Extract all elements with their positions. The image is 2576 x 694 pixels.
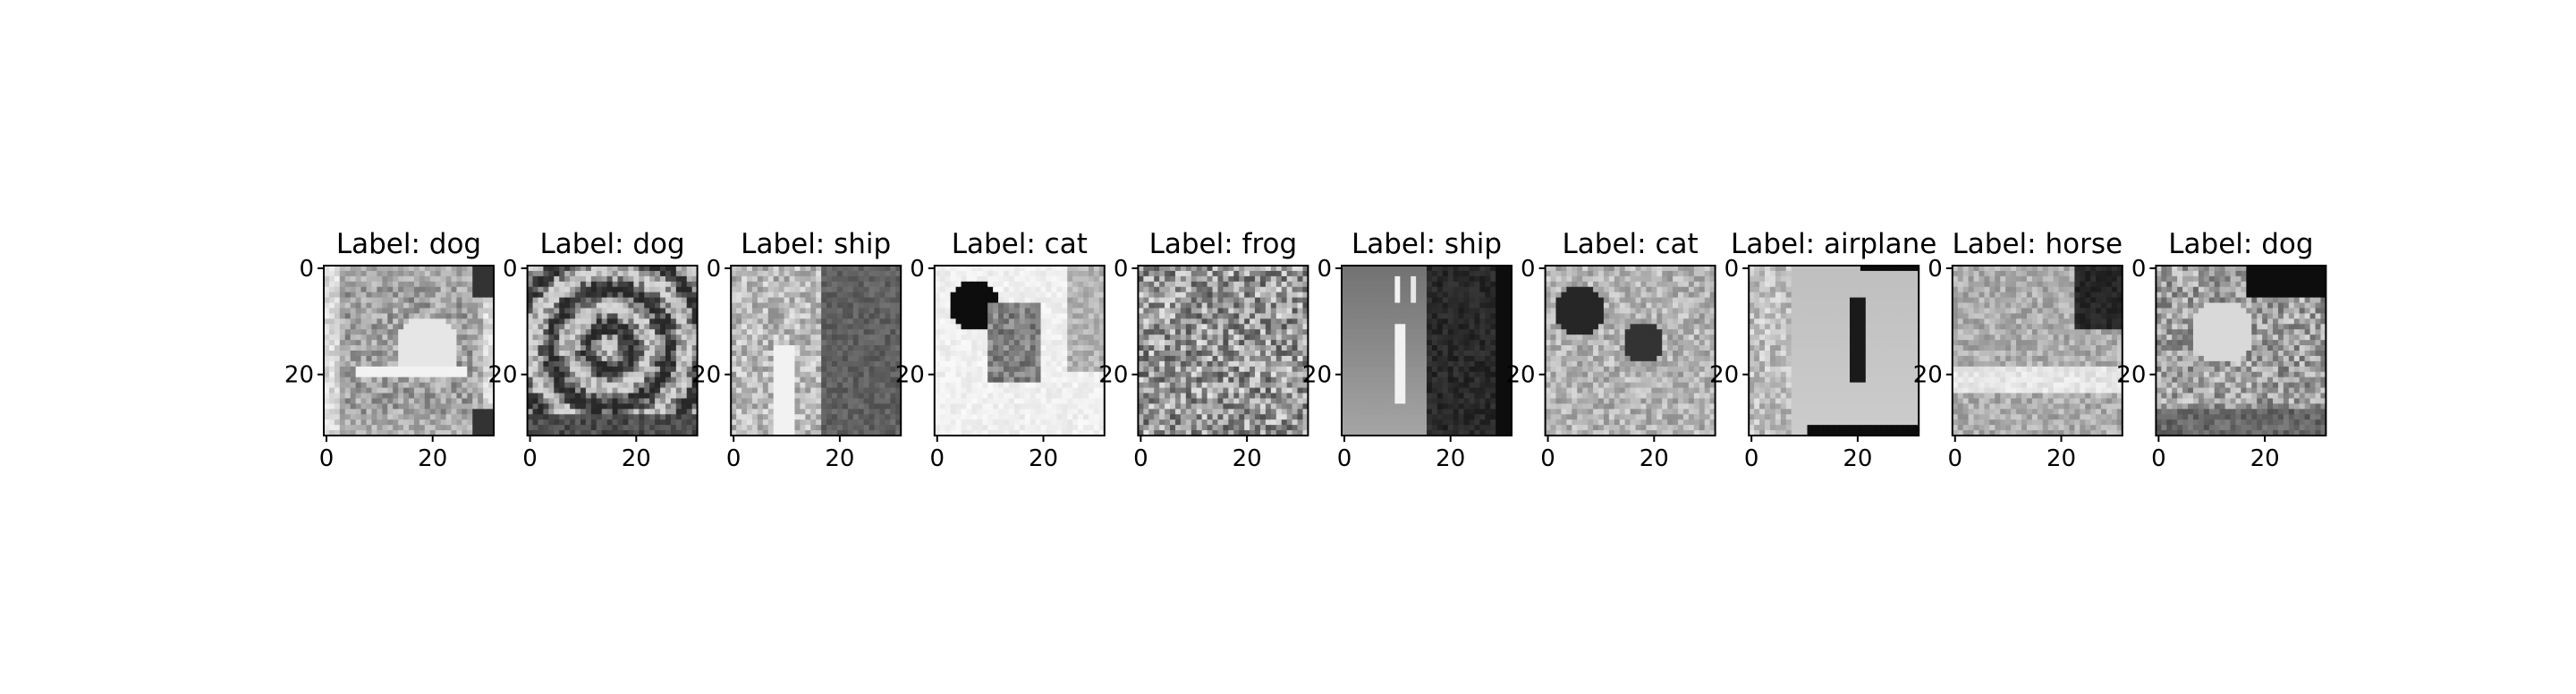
y-tick-label: 20 [284, 362, 314, 389]
y-tick-label: 0 [2131, 256, 2147, 283]
x-tick-label: 20 [2046, 445, 2076, 472]
image-panel: Label: cat 0 20 0 20 [895, 228, 1106, 472]
axes-frame [323, 265, 495, 436]
y-tick-label: 0 [503, 256, 518, 283]
x-tick-label: 0 [1337, 445, 1352, 472]
y-tick-label: 20 [1098, 362, 1128, 389]
x-tick-label: 0 [1540, 445, 1555, 472]
y-tick-label: 20 [2116, 362, 2146, 389]
x-tick-label: 20 [825, 445, 854, 472]
y-tick-label: 20 [1506, 362, 1536, 389]
x-tick-label: 20 [1029, 445, 1058, 472]
x-tick-label: 20 [418, 445, 447, 472]
x-tick-label: 20 [1843, 445, 1872, 472]
x-tick-label: 0 [2151, 445, 2166, 472]
panel-title: Label: airplane [1731, 228, 1936, 260]
y-tick-label: 0 [1928, 256, 1943, 283]
y-tick-label: 20 [1709, 362, 1739, 389]
panel-title: Label: cat [952, 228, 1088, 260]
panel-title: Label: frog [1149, 228, 1298, 260]
axes-frame [2155, 265, 2327, 436]
axes-frame [526, 265, 699, 436]
grayscale-image [1342, 266, 1513, 436]
x-tick-label: 20 [1640, 445, 1669, 472]
image-panel: Label: ship 0 20 0 20 [691, 228, 902, 472]
axes-frame [1137, 265, 1309, 436]
axes-frame [1748, 265, 1920, 436]
x-tick-label: 0 [929, 445, 945, 472]
axes-frame [1341, 265, 1513, 436]
grayscale-image [934, 266, 1106, 436]
image-panel: Label: frog 0 20 0 20 [1098, 228, 1309, 472]
axes-frame [1951, 265, 2123, 436]
axes-frame [730, 265, 902, 436]
grayscale-image [2156, 266, 2326, 436]
y-tick-label: 20 [488, 362, 518, 389]
x-tick-label: 0 [1947, 445, 1962, 472]
x-tick-label: 20 [1436, 445, 1465, 472]
grayscale-image [527, 266, 699, 436]
image-panel: Label: horse 0 20 0 20 [1913, 228, 2123, 472]
image-panel: Label: dog 0 20 0 20 [488, 228, 699, 472]
image-panel: Label: ship 0 20 0 20 [1302, 228, 1513, 472]
y-tick-label: 20 [895, 362, 925, 389]
grayscale-image [1545, 266, 1716, 436]
panel-title: Label: dog [336, 228, 481, 260]
y-tick-label: 20 [1302, 362, 1332, 389]
y-tick-label: 20 [1913, 362, 1943, 389]
x-tick-label: 0 [1744, 445, 1759, 472]
y-tick-label: 0 [299, 256, 314, 283]
image-panel: Label: dog 0 20 0 20 [2116, 228, 2327, 472]
panel-title: Label: cat [1563, 228, 1699, 260]
grayscale-image [731, 266, 902, 436]
x-tick-label: 20 [2250, 445, 2280, 472]
y-tick-label: 0 [707, 256, 722, 283]
image-panel: Label: cat 0 20 0 20 [1506, 228, 1716, 472]
grayscale-image [1952, 266, 2123, 436]
image-panel: Label: dog 0 20 0 20 [284, 228, 495, 472]
grayscale-image [1138, 266, 1309, 436]
y-tick-label: 20 [691, 362, 721, 389]
y-tick-label: 0 [910, 256, 925, 283]
panel-title: Label: horse [1953, 228, 2123, 260]
x-tick-label: 0 [1133, 445, 1148, 472]
axes-frame [933, 265, 1106, 436]
panel-title: Label: ship [1352, 228, 1502, 260]
y-tick-label: 0 [1521, 256, 1536, 283]
x-tick-label: 0 [522, 445, 538, 472]
axes-frame [1544, 265, 1716, 436]
y-tick-label: 0 [1317, 256, 1332, 283]
panel-title: Label: dog [539, 228, 684, 260]
x-tick-label: 0 [726, 445, 741, 472]
y-tick-label: 0 [1724, 256, 1740, 283]
panel-title: Label: ship [741, 228, 891, 260]
x-tick-label: 20 [1233, 445, 1262, 472]
grayscale-image [1749, 266, 1919, 436]
y-tick-label: 0 [1114, 256, 1129, 283]
grayscale-image [324, 266, 495, 436]
panel-title: Label: dog [2168, 228, 2313, 260]
x-tick-label: 20 [622, 445, 651, 472]
x-tick-label: 0 [319, 445, 335, 472]
